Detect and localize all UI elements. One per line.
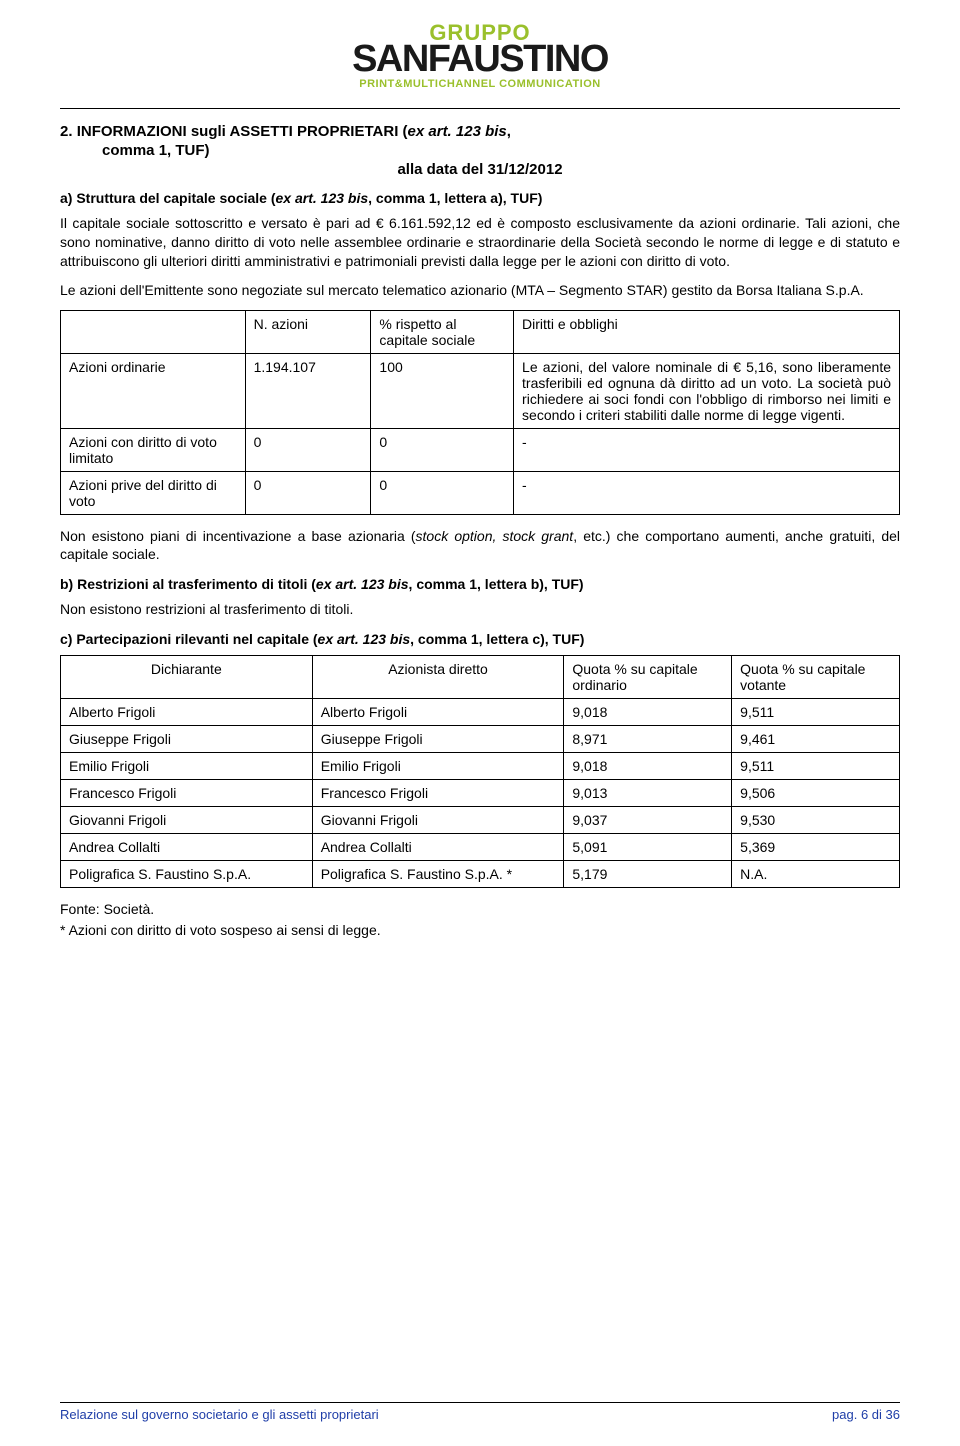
td: 9,530 xyxy=(732,807,900,834)
td: 9,511 xyxy=(732,753,900,780)
th: Dichiarante xyxy=(61,656,313,699)
section-date: alla data del 31/12/2012 xyxy=(60,161,900,178)
subhead-c-c: , comma 1, lettera c), TUF) xyxy=(410,631,584,647)
td: 100 xyxy=(371,353,514,428)
logo-line3: PRINT&MULTICHANNEL COMMUNICATION xyxy=(60,78,900,90)
table-capital: N. azioni % rispetto al capitale sociale… xyxy=(60,310,900,515)
subhead-c: c) Partecipazioni rilevanti nel capitale… xyxy=(60,631,900,647)
td: Francesco Frigoli xyxy=(61,780,313,807)
td: Giuseppe Frigoli xyxy=(61,726,313,753)
td: 9,506 xyxy=(732,780,900,807)
td: 9,511 xyxy=(732,699,900,726)
td: Le azioni, del valore nominale di € 5,16… xyxy=(514,353,900,428)
td: Azioni prive del diritto di voto xyxy=(61,471,246,514)
td: 9,013 xyxy=(564,780,732,807)
th: N. azioni xyxy=(245,310,371,353)
table-row: Giuseppe FrigoliGiuseppe Frigoli8,9719,4… xyxy=(61,726,900,753)
para-b: Non esistono restrizioni al trasferiment… xyxy=(60,600,900,619)
td: Andrea Collalti xyxy=(312,834,564,861)
table-row: Azioni prive del diritto di voto 0 0 - xyxy=(61,471,900,514)
table-row: Francesco FrigoliFrancesco Frigoli9,0139… xyxy=(61,780,900,807)
table-row: Emilio FrigoliEmilio Frigoli9,0189,511 xyxy=(61,753,900,780)
table-row: Dichiarante Azionista diretto Quota % su… xyxy=(61,656,900,699)
th: Quota % su capitale ordinario xyxy=(564,656,732,699)
td: Giuseppe Frigoli xyxy=(312,726,564,753)
subhead-a-b: ex art. 123 bis xyxy=(276,190,369,206)
th: Diritti e obblighi xyxy=(514,310,900,353)
td: Poligrafica S. Faustino S.p.A. * xyxy=(312,861,564,888)
th: Quota % su capitale votante xyxy=(732,656,900,699)
td: Andrea Collalti xyxy=(61,834,313,861)
section-title-a: INFORMAZIONI sugli ASSETTI PROPRIETARI ( xyxy=(77,123,408,140)
section-heading: 2. INFORMAZIONI sugli ASSETTI PROPRIETAR… xyxy=(60,123,900,140)
td: 5,179 xyxy=(564,861,732,888)
footer-left: Relazione sul governo societario e gli a… xyxy=(60,1407,379,1422)
section-title-c: , xyxy=(507,123,511,140)
td: - xyxy=(514,428,900,471)
subhead-b-b: ex art. 123 bis xyxy=(316,576,409,592)
section-title-b: ex art. 123 bis xyxy=(408,123,507,140)
table-row: Azioni con diritto di voto limitato 0 0 … xyxy=(61,428,900,471)
para-a1: Il capitale sociale sottoscritto e versa… xyxy=(60,214,900,271)
divider xyxy=(60,108,900,109)
td: Emilio Frigoli xyxy=(61,753,313,780)
logo-line2: SANFAUSTINO xyxy=(60,40,900,78)
th: Azionista diretto xyxy=(312,656,564,699)
table-row: N. azioni % rispetto al capitale sociale… xyxy=(61,310,900,353)
th xyxy=(61,310,246,353)
td: 9,018 xyxy=(564,753,732,780)
logo: GRUPPO SANFAUSTINO PRINT&MULTICHANNEL CO… xyxy=(60,20,900,90)
td: 0 xyxy=(245,471,371,514)
span: Non esistono piani di incentivazione a b… xyxy=(60,528,416,544)
td: 9,461 xyxy=(732,726,900,753)
span: stock option, stock grant xyxy=(416,528,574,544)
table-row: Andrea CollaltiAndrea Collalti5,0915,369 xyxy=(61,834,900,861)
footer-right: pag. 6 di 36 xyxy=(832,1407,900,1422)
td: - xyxy=(514,471,900,514)
section-sub: comma 1, TUF) xyxy=(60,142,900,159)
td: 9,018 xyxy=(564,699,732,726)
td: Azioni ordinarie xyxy=(61,353,246,428)
subhead-a: a) Struttura del capitale sociale (ex ar… xyxy=(60,190,900,206)
td: Francesco Frigoli xyxy=(312,780,564,807)
td: Alberto Frigoli xyxy=(312,699,564,726)
subhead-a-a: a) Struttura del capitale sociale ( xyxy=(60,190,276,206)
td: 0 xyxy=(371,428,514,471)
table-row: Alberto FrigoliAlberto Frigoli9,0189,511 xyxy=(61,699,900,726)
table-holdings: Dichiarante Azionista diretto Quota % su… xyxy=(60,655,900,888)
subhead-c-a: c) Partecipazioni rilevanti nel capitale… xyxy=(60,631,318,647)
para-a2: Le azioni dell'Emittente sono negoziate … xyxy=(60,281,900,300)
td: 0 xyxy=(371,471,514,514)
subhead-b: b) Restrizioni al trasferimento di titol… xyxy=(60,576,900,592)
td: Azioni con diritto di voto limitato xyxy=(61,428,246,471)
para-after-t1: Non esistono piani di incentivazione a b… xyxy=(60,527,900,565)
table-row: Azioni ordinarie 1.194.107 100 Le azioni… xyxy=(61,353,900,428)
td: 5,369 xyxy=(732,834,900,861)
table-row: Poligrafica S. Faustino S.p.A.Poligrafic… xyxy=(61,861,900,888)
th: % rispetto al capitale sociale xyxy=(371,310,514,353)
td: 1.194.107 xyxy=(245,353,371,428)
subhead-b-c: , comma 1, lettera b), TUF) xyxy=(409,576,584,592)
td: Poligrafica S. Faustino S.p.A. xyxy=(61,861,313,888)
section-num: 2. xyxy=(60,123,73,140)
td: Alberto Frigoli xyxy=(61,699,313,726)
table2-note1: Fonte: Società. xyxy=(60,900,900,919)
td: N.A. xyxy=(732,861,900,888)
footer: Relazione sul governo societario e gli a… xyxy=(60,1402,900,1422)
subhead-b-a: b) Restrizioni al trasferimento di titol… xyxy=(60,576,316,592)
td: 5,091 xyxy=(564,834,732,861)
td: Emilio Frigoli xyxy=(312,753,564,780)
subhead-a-c: , comma 1, lettera a), TUF) xyxy=(368,190,542,206)
table-row: Giovanni FrigoliGiovanni Frigoli9,0379,5… xyxy=(61,807,900,834)
td: 9,037 xyxy=(564,807,732,834)
td: 8,971 xyxy=(564,726,732,753)
td: Giovanni Frigoli xyxy=(61,807,313,834)
td: 0 xyxy=(245,428,371,471)
table2-note2: * Azioni con diritto di voto sospeso ai … xyxy=(60,921,900,940)
subhead-c-b: ex art. 123 bis xyxy=(318,631,411,647)
td: Giovanni Frigoli xyxy=(312,807,564,834)
